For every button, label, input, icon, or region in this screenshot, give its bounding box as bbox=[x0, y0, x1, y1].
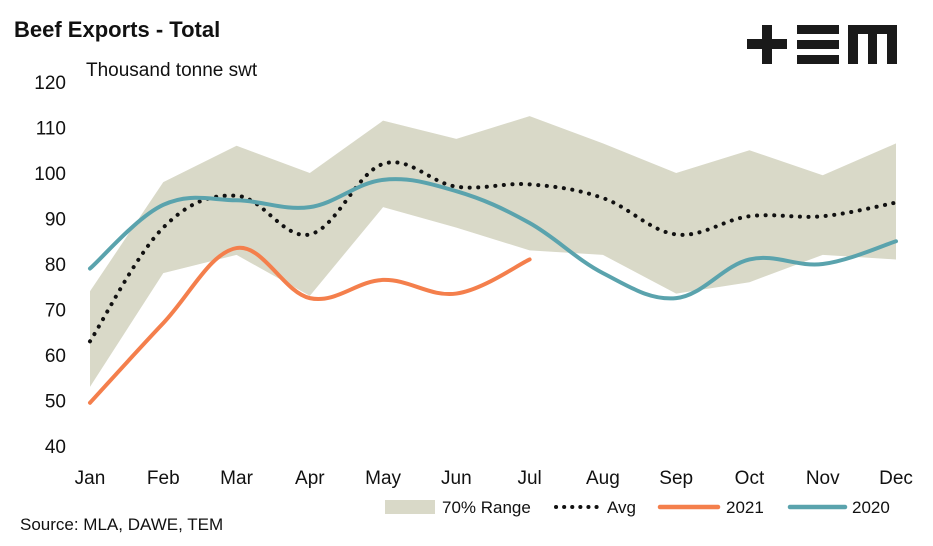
x-tick-label: Sep bbox=[659, 468, 693, 489]
x-tick-label: Nov bbox=[806, 468, 840, 489]
x-tick-label: Aug bbox=[586, 468, 620, 489]
y-tick-label: 40 bbox=[45, 437, 66, 458]
y-tick-label: 90 bbox=[45, 210, 66, 231]
x-tick-label: Jun bbox=[441, 468, 472, 489]
legend-label-range: 70% Range bbox=[442, 498, 531, 517]
x-tick-label: Jul bbox=[517, 468, 541, 489]
legend-label-avg: Avg bbox=[607, 498, 636, 517]
source-note: Source: MLA, DAWE, TEM bbox=[20, 515, 223, 534]
y-axis-label: Thousand tonne swt bbox=[86, 60, 258, 81]
x-tick-label: Feb bbox=[147, 468, 180, 489]
x-tick-label: May bbox=[365, 468, 401, 489]
y-tick-label: 110 bbox=[36, 119, 66, 140]
y-tick-label: 60 bbox=[45, 346, 66, 367]
legend-label-2020: 2020 bbox=[852, 498, 890, 517]
series-line-2021 bbox=[88, 246, 532, 405]
x-tick-label: Mar bbox=[220, 468, 253, 489]
x-tick-label: Dec bbox=[879, 468, 913, 489]
y-tick-label: 120 bbox=[34, 73, 66, 94]
y-tick-label: 100 bbox=[34, 164, 66, 185]
y-tick-label: 70 bbox=[45, 301, 66, 322]
series-line-avg bbox=[88, 160, 898, 344]
y-tick-label: 80 bbox=[45, 255, 66, 276]
legend-swatch-range bbox=[385, 500, 435, 514]
y-tick-label: 50 bbox=[45, 392, 66, 413]
x-tick-label: Jan bbox=[75, 468, 106, 489]
chart-title: Beef Exports - Total bbox=[14, 17, 220, 42]
x-tick-label: Apr bbox=[295, 468, 325, 489]
logo bbox=[747, 25, 897, 64]
series-line-2020 bbox=[88, 177, 898, 301]
range-band bbox=[90, 116, 896, 387]
legend-label-2021: 2021 bbox=[726, 498, 764, 517]
legend: 70% Range Avg 2021 2020 bbox=[385, 498, 890, 517]
x-tick-label: Oct bbox=[735, 468, 765, 489]
